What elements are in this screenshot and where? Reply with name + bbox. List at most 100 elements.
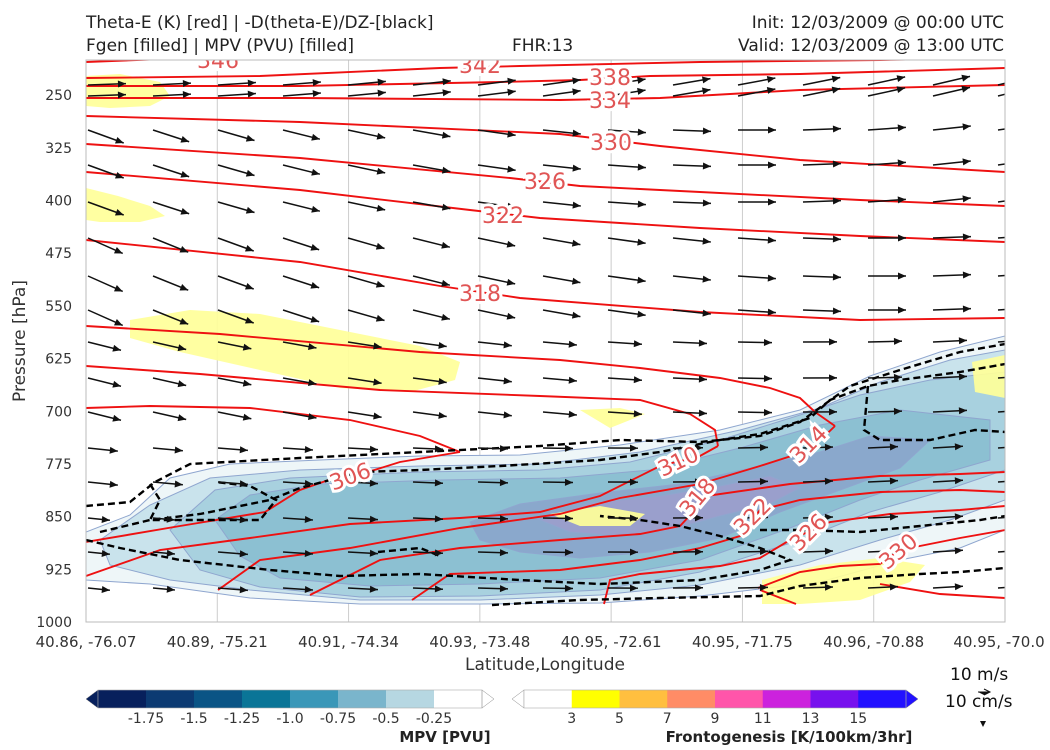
wind-vector — [347, 479, 378, 487]
wind-vector — [932, 373, 967, 381]
fgen-region-400 — [86, 188, 165, 222]
wind-vector — [152, 201, 190, 215]
wind-vector — [282, 549, 313, 557]
fgen-colorbar-label: Frontogenesis [K/100km/3hr] — [666, 728, 913, 746]
mpv-colorbar-swatch — [242, 690, 291, 708]
wind-vector — [87, 91, 127, 99]
x-axis-label: Latitude,Longitude — [465, 655, 625, 675]
theta-e-label-upper-318: 318 — [459, 282, 501, 307]
wind-vector — [867, 337, 903, 345]
wind-vector — [672, 375, 708, 383]
wind-vector — [868, 234, 906, 242]
wind-vector — [412, 201, 451, 211]
wind-vector — [412, 309, 451, 321]
wind-vector — [932, 305, 972, 313]
title-line-2: Fgen [filled] | MPV (PVU) [filled] — [86, 36, 355, 56]
wind-vector — [737, 478, 769, 486]
wind-vector — [997, 93, 1005, 97]
theta-e-326 — [86, 143, 1005, 207]
wind-vector — [87, 585, 110, 593]
wind-vector — [997, 274, 1005, 277]
wind-vector — [607, 548, 639, 556]
wind-vector — [282, 90, 321, 98]
wind-vector — [412, 445, 444, 453]
y-tick-label: 250 — [45, 88, 72, 104]
wind-vector — [152, 164, 190, 178]
vector-key: 10 m/s 10 cm/s — [945, 665, 1013, 727]
wind-vector — [412, 78, 451, 86]
y-axis-ticks: 250 325 400 475 550 625 700 775 850 925 1000 — [36, 88, 72, 631]
wind-vector — [802, 307, 842, 315]
wind-vector — [672, 584, 704, 592]
wind-vector — [867, 86, 906, 97]
wind-vector — [282, 585, 313, 593]
wind-vector — [867, 513, 899, 521]
x-tick-label: 40.93, -73.48 — [429, 633, 530, 651]
wind-vector — [87, 80, 127, 88]
fgen-colorbar-tick: 5 — [615, 711, 624, 727]
wind-vector — [477, 585, 509, 593]
wind-vector — [932, 477, 963, 485]
wind-vector — [607, 76, 646, 86]
wind-vector — [738, 198, 776, 206]
wind-vector — [477, 445, 509, 453]
wind-vector — [997, 550, 1005, 553]
theta-e-322 — [86, 171, 1005, 243]
wind-vector — [542, 514, 574, 522]
theta-e-label-upper-342: 342 — [459, 54, 501, 79]
wind-vector — [87, 549, 110, 557]
wind-vector — [87, 201, 124, 216]
wind-vector — [152, 309, 189, 325]
wind-vector — [802, 273, 842, 281]
fgen-colorbar-tick: 9 — [711, 711, 720, 727]
wind-vector — [997, 200, 1005, 203]
wind-vector — [477, 309, 516, 320]
wind-vector — [347, 585, 378, 593]
wind-vector — [217, 550, 248, 558]
wind-vector — [802, 86, 841, 97]
mpv-colorbar: -1.75 -1.5 -1.25 -1.0 -0.75 -0.5 -0.25 — [85, 689, 495, 727]
fgen-colorbar-swatch — [858, 690, 907, 708]
valid-time: Valid: 12/03/2009 @ 13:00 UTC — [738, 36, 1004, 56]
y-tick-label: 325 — [45, 141, 72, 157]
wind-vector — [347, 341, 382, 350]
wind-vector — [672, 478, 704, 486]
wind-vector — [347, 411, 382, 420]
wind-vector — [152, 515, 175, 523]
theta-e-label-upper-326: 326 — [524, 170, 566, 195]
wind-vector — [87, 164, 124, 179]
theta-e-310 — [86, 445, 719, 577]
wind-vector — [737, 444, 769, 452]
mpv-colorbar-swatch — [290, 690, 339, 708]
wind-vector — [607, 237, 646, 246]
mpv-colorbar-tick: -0.5 — [372, 711, 399, 727]
fgen-colorbar-swatch — [524, 690, 573, 708]
wind-vector — [672, 237, 711, 245]
wind-vector — [672, 162, 712, 170]
dthetae-dz-contour-5 — [86, 514, 794, 586]
wind-vector — [607, 584, 639, 592]
wind-vector — [867, 477, 899, 485]
wind-vector — [672, 514, 704, 522]
theta-e-318 — [86, 239, 1005, 321]
fgen-colorbar-outline — [523, 689, 907, 709]
theta-e-322-lower — [411, 489, 1005, 601]
dthetae-dz-contour-3 — [99, 362, 1005, 534]
x-tick-label: 40.91, -74.34 — [298, 633, 399, 651]
wind-vector — [997, 128, 1005, 131]
wind-vector — [867, 407, 903, 415]
wind-vector — [152, 275, 189, 291]
wind-vector — [802, 477, 834, 485]
y-tick-label: 775 — [45, 457, 72, 473]
wind-vector — [282, 309, 320, 323]
wind-vectors — [87, 74, 1005, 594]
theta-e-label-upper-338: 338 — [589, 66, 631, 91]
wind-vector — [997, 410, 1005, 413]
wind-vector — [802, 235, 842, 243]
wind-vector — [737, 308, 776, 316]
wind-vector — [412, 479, 444, 487]
wind-vector — [412, 89, 451, 97]
fgen-region-600 — [130, 310, 460, 392]
wind-vector — [347, 78, 386, 86]
wind-vector — [932, 158, 971, 166]
